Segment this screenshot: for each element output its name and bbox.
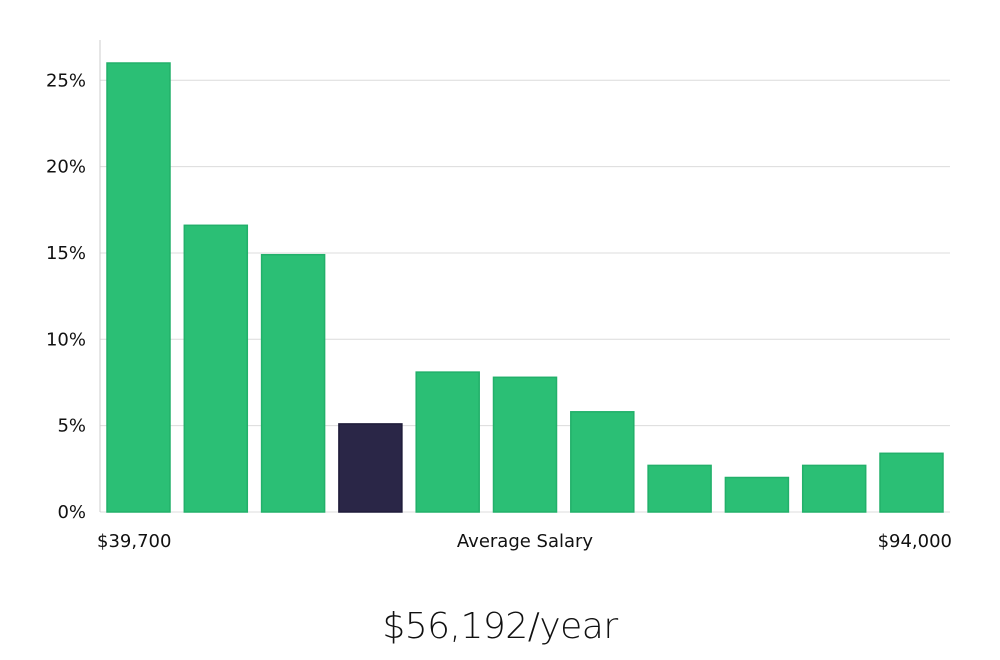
average-salary-value: $56,192/year	[382, 606, 618, 647]
bar-1	[106, 62, 171, 513]
bar-highlighted-4	[338, 423, 403, 513]
y-tick-labels: 0% 5% 10% 15% 20% 25%	[46, 70, 86, 523]
y-tick-label-5: 5%	[57, 416, 86, 437]
x-max-label: $94,000	[878, 531, 952, 552]
bar-11	[879, 452, 944, 513]
x-min-label: $39,700	[97, 531, 171, 552]
bar-8	[647, 464, 712, 513]
y-tick-label-10: 10%	[46, 329, 86, 350]
y-tick-label-0: 0%	[57, 502, 86, 523]
y-tick-label-15: 15%	[46, 243, 86, 264]
bar-3	[260, 253, 326, 513]
bars	[106, 62, 944, 513]
bar-9	[724, 476, 790, 513]
bar-6	[492, 376, 558, 513]
y-tick-label-25: 25%	[46, 70, 86, 91]
bar-10	[801, 464, 867, 513]
bar-2	[183, 224, 249, 513]
bar-7	[570, 411, 635, 513]
chart-svg: 0%5%10%15%20%25% $39,700 Average Salary …	[46, 40, 952, 552]
x-axis-title: Average Salary	[457, 531, 594, 552]
y-tick-label-20: 20%	[46, 157, 86, 178]
bar-5	[415, 371, 480, 513]
